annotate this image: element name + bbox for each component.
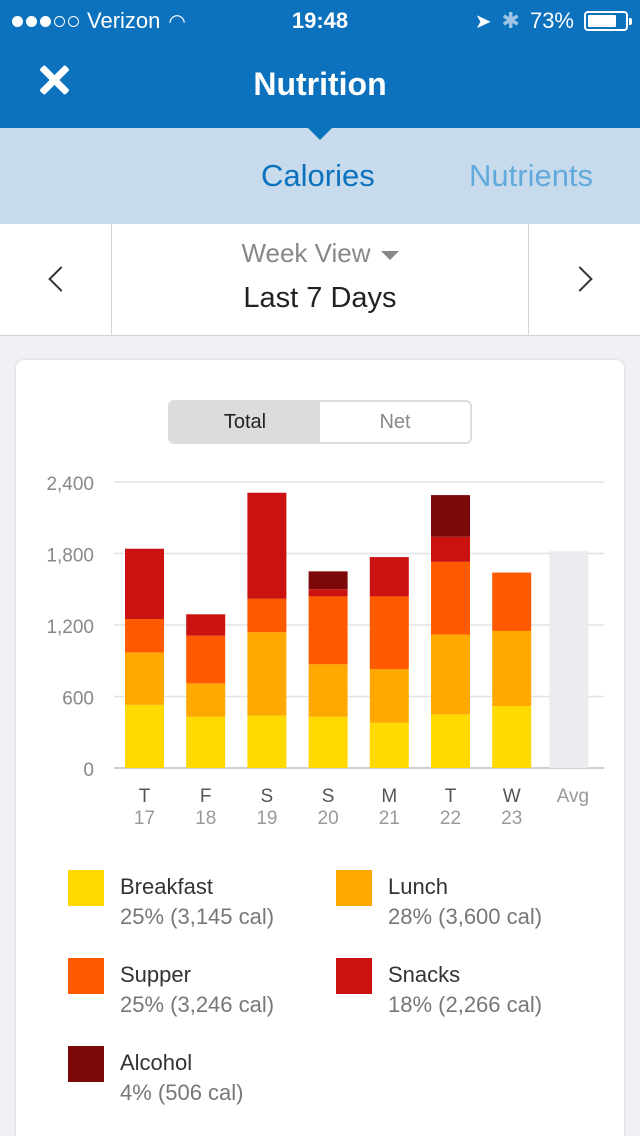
view-dropdown[interactable]: Week View [112, 238, 528, 269]
bluetooth-icon: ✱ [501, 8, 520, 33]
y-tick-label: 600 [62, 689, 94, 710]
bar-segment-alcohol [431, 495, 470, 537]
carrier-name: Verizon [87, 8, 161, 33]
bar-segment-snacks [308, 589, 348, 597]
bar-segment-supper [247, 598, 287, 633]
calories-chart: 2,4001,8001,2006000T17F18S19S20M21T22W23… [46, 474, 604, 829]
x-tick-date: 18 [195, 808, 216, 829]
avg-bar [549, 551, 589, 768]
bar-segment-snacks [125, 548, 164, 620]
toggle-total[interactable]: Total [170, 402, 320, 442]
legend-summary: 18% (2,266 cal) [388, 992, 543, 1017]
tab-nutrients[interactable]: Nutrients [469, 158, 594, 193]
bar-segment-supper [369, 596, 409, 670]
bar-segment-breakfast [492, 706, 532, 768]
chevron-right-icon [567, 266, 593, 292]
bar-segment-snacks [369, 557, 409, 597]
next-period-button[interactable] [528, 224, 640, 336]
date-range-label: Last 7 Days [243, 282, 397, 314]
x-tick-day: F [200, 786, 212, 807]
total-net-toggle: Total Net [168, 400, 472, 444]
x-tick-day: W [503, 786, 521, 807]
bar-segment-lunch [247, 632, 287, 716]
x-tick-day: T [445, 786, 457, 807]
top-bar: Verizon ◠ 19:48 ➤ ✱ 73% Nutrition [0, 0, 640, 128]
legend-summary: 25% (3,246 cal) [120, 992, 275, 1017]
x-tick-date: 22 [440, 808, 461, 829]
carrier-info: Verizon ◠ [12, 8, 186, 34]
legend-swatch [68, 1046, 104, 1082]
bar-segment-breakfast [431, 714, 470, 768]
bar-segment-supper [431, 561, 470, 635]
bar-segment-snacks [186, 614, 226, 636]
toggle-net[interactable]: Net [320, 402, 470, 442]
x-tick-day: M [381, 786, 397, 807]
status-bar: Verizon ◠ 19:48 ➤ ✱ 73% [0, 0, 640, 40]
bar-segment-breakfast [247, 715, 287, 768]
x-tick-day: S [322, 786, 335, 807]
tab-bar: Calories Nutrients [0, 128, 640, 224]
legend-summary: 28% (3,600 cal) [388, 904, 543, 929]
legend-summary: 25% (3,145 cal) [120, 904, 275, 929]
legend-label: Lunch [388, 874, 448, 899]
chevron-left-icon [48, 266, 74, 292]
bar-segment-lunch [431, 634, 470, 715]
previous-period-button[interactable] [0, 224, 112, 336]
bar-segment-supper [308, 596, 348, 665]
bar-segment-snacks [431, 536, 470, 562]
page-title: Nutrition [253, 66, 387, 102]
y-tick-label: 1,800 [46, 546, 94, 567]
active-tab-pointer [308, 128, 332, 140]
y-tick-label: 2,400 [46, 474, 94, 495]
x-tick-day: Avg [557, 786, 589, 807]
x-tick-date: 21 [379, 808, 400, 829]
legend-label: Snacks [388, 962, 461, 987]
battery-percent: 73% [529, 8, 574, 33]
date-selector: Week View Last 7 Days [0, 224, 640, 336]
legend-swatch [68, 870, 104, 906]
legend-swatch [68, 958, 104, 994]
bar-segment-breakfast [125, 704, 164, 768]
tab-calories[interactable]: Calories [261, 158, 375, 193]
bar-segment-lunch [492, 630, 532, 707]
y-tick-label: 0 [83, 760, 94, 781]
legend-label: Alcohol [120, 1050, 193, 1075]
bar-segment-supper [492, 572, 532, 631]
bar-segment-breakfast [186, 716, 226, 768]
wifi-icon: ◠ [168, 10, 186, 33]
location-icon: ➤ [474, 10, 492, 33]
x-tick-date: 20 [318, 808, 339, 829]
bar-segment-lunch [308, 664, 348, 717]
bar-segment-snacks [247, 492, 287, 599]
legend-swatch [336, 958, 372, 994]
bar-segment-supper [186, 635, 226, 684]
x-tick-date: 23 [501, 808, 522, 829]
view-dropdown-label: Week View [241, 238, 371, 268]
battery-icon [584, 11, 632, 31]
legend-label: Breakfast [120, 874, 213, 899]
y-tick-label: 1,200 [46, 617, 94, 638]
bar-segment-lunch [186, 683, 226, 717]
signal-icon [12, 15, 79, 27]
bar-segment-alcohol [308, 571, 348, 590]
bar-segment-supper [125, 619, 164, 653]
close-icon[interactable] [38, 64, 70, 96]
bar-segment-lunch [125, 652, 164, 705]
bar-segment-breakfast [308, 716, 348, 768]
x-tick-day: S [261, 786, 274, 807]
x-tick-date: 19 [256, 808, 277, 829]
status-right: ➤ ✱ 73% [474, 8, 632, 34]
legend-summary: 4% (506 cal) [120, 1080, 244, 1105]
x-tick-day: T [139, 786, 151, 807]
legend-swatch [336, 870, 372, 906]
legend-label: Supper [120, 962, 191, 987]
bar-segment-lunch [369, 669, 409, 723]
chevron-down-icon [380, 250, 399, 260]
x-tick-date: 17 [134, 808, 155, 829]
bar-segment-breakfast [369, 722, 409, 768]
